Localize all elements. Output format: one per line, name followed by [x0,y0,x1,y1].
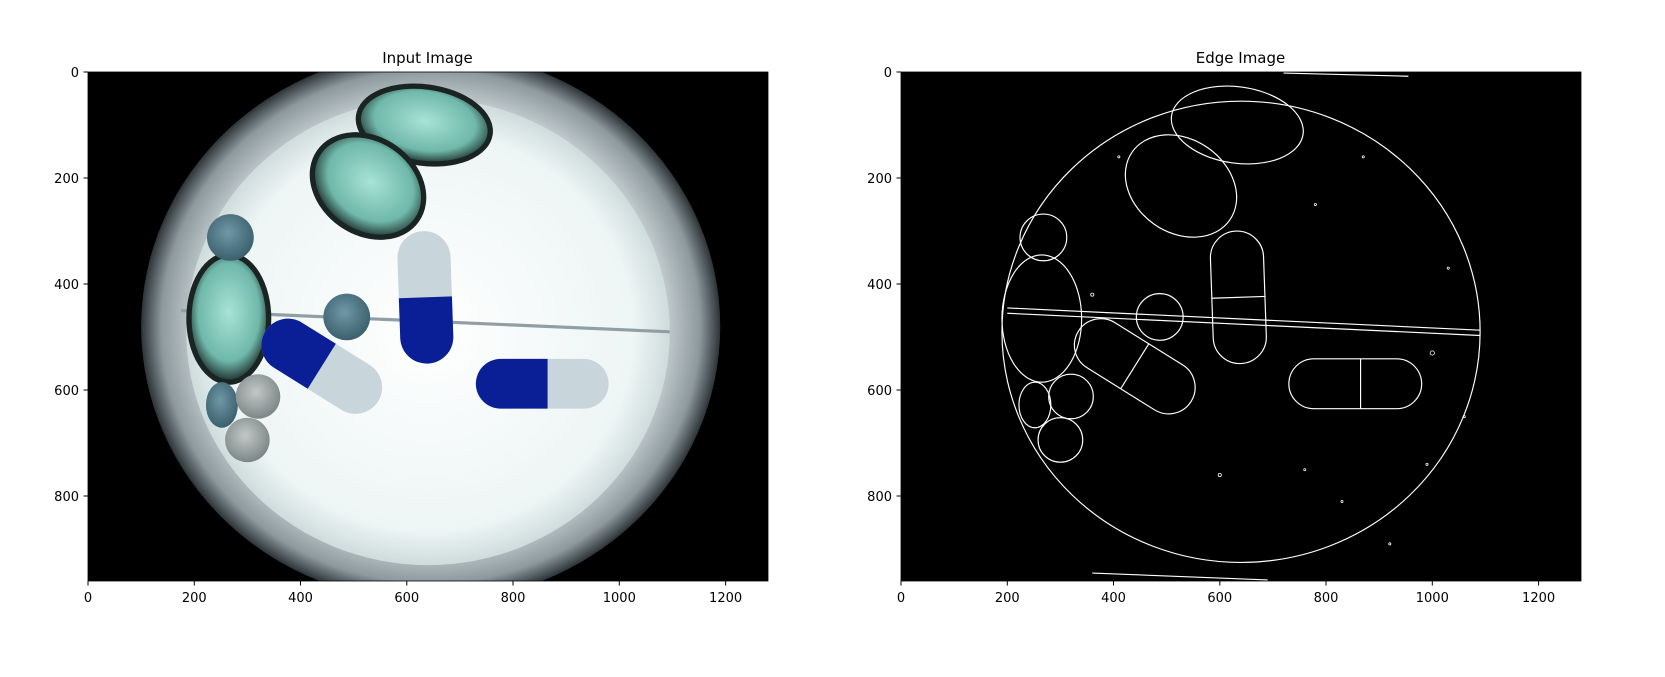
tablet [225,417,270,463]
x-tick-label: 200 [995,591,1020,606]
x-tick-label: 200 [182,591,207,606]
x-tick-label: 0 [897,591,905,606]
y-axis: 0 200 400 600 800 [867,66,901,505]
panel-title: Input Image [382,49,473,67]
tablet-edge [1019,213,1068,262]
x-tick-label: 1000 [1416,591,1449,606]
capsule-edge [1288,358,1423,410]
capsule-edge [1073,318,1196,415]
y-tick-label: 800 [867,490,892,505]
x-tick-label: 600 [394,591,419,606]
x-tick-label: 0 [84,591,92,606]
x-tick-label: 800 [1314,591,1339,606]
tablet-edge [1048,373,1094,420]
input-image [88,72,769,581]
softgel-edge [1170,85,1304,165]
capsule-edge [1209,230,1267,365]
y-tick-label: 200 [54,172,79,187]
y-tick-label: 600 [54,384,79,399]
softgel-edge [1001,254,1083,383]
y-tick-label: 0 [71,66,79,81]
softgel [186,252,272,385]
softgel-edge [1124,134,1238,238]
capsule [397,231,454,364]
y-tick-label: 200 [867,172,892,187]
scratch-edge [1007,307,1481,337]
x-tick-label: 1000 [603,591,636,606]
x-tick-label: 800 [501,591,526,606]
x-tick-label: 400 [288,591,313,606]
x-axis: 0 200 400 600 800 1000 1200 [84,581,742,606]
y-axis: 0 200 400 600 800 [54,66,88,505]
edge-image [901,72,1582,581]
tablet [323,293,371,341]
panel-title: Edge Image [1196,49,1286,67]
panel-input: Input Image [54,49,769,606]
panel-edge: Edge Image [867,49,1582,606]
axes-frame [87,71,769,582]
y-tick-label: 0 [884,66,892,81]
y-tick-label: 800 [54,490,79,505]
noise-specks [1090,155,1466,546]
y-tick-label: 400 [867,278,892,293]
edge-line [1092,572,1268,581]
x-tick-label: 1200 [1522,591,1555,606]
x-tick-label: 400 [1101,591,1126,606]
y-tick-label: 400 [54,278,79,293]
capsule [475,358,609,409]
tablet-edge [1037,417,1084,463]
axes-frame [900,71,1582,582]
capsule [261,318,383,414]
edge-line [1283,72,1409,77]
dish-edge [1001,100,1481,564]
tablet [205,382,238,428]
image-background [901,72,1582,581]
tablet-edge [1135,293,1184,341]
tablet [235,374,281,419]
y-tick-label: 600 [867,384,892,399]
tablet [207,214,254,261]
x-axis: 0 200 400 600 800 1000 1200 [897,581,1555,606]
softgel [309,132,427,240]
x-tick-label: 600 [1207,591,1232,606]
x-tick-label: 1200 [709,591,742,606]
